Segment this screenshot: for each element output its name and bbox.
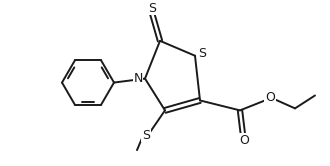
Text: S: S xyxy=(142,129,150,142)
Text: N: N xyxy=(133,72,143,85)
Text: S: S xyxy=(148,1,156,15)
Text: O: O xyxy=(239,134,249,147)
Text: O: O xyxy=(265,91,275,104)
Text: S: S xyxy=(198,47,206,60)
